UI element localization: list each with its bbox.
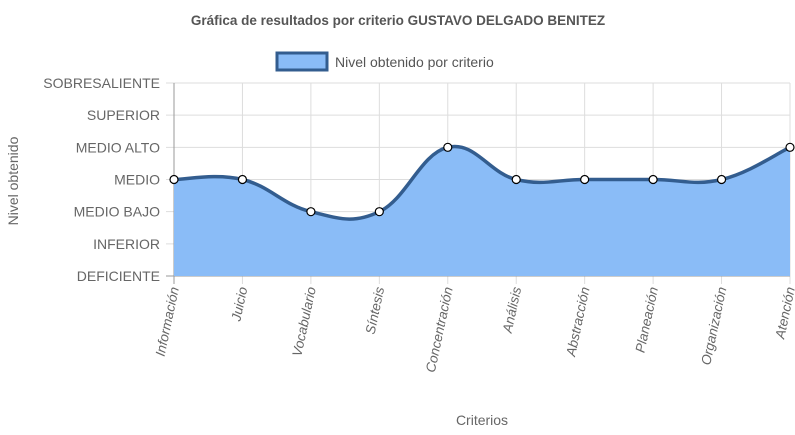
data-point[interactable] xyxy=(443,142,453,152)
y-tick-label: DEFICIENTE xyxy=(77,268,160,284)
data-point[interactable] xyxy=(511,174,521,185)
y-tick-label: MEDIO xyxy=(114,172,160,188)
x-tick-label: Organización xyxy=(698,286,729,367)
x-tick-label: Información xyxy=(153,286,182,358)
x-tick-label: Juicio xyxy=(228,285,250,323)
y-axis-ticks: DEFICIENTE INFERIOR MEDIO BAJO MEDIO MEDIO A… xyxy=(43,75,160,284)
x-axis-ticks: Información Juicio Vocabulario Síntesis Conc… xyxy=(153,285,795,374)
data-point[interactable] xyxy=(169,174,179,185)
y-tick-label: SUPERIOR xyxy=(87,107,160,123)
y-tick-label: MEDIO ALTO xyxy=(76,139,160,155)
data-point[interactable] xyxy=(648,174,658,185)
series-fill xyxy=(174,146,790,276)
x-tick-label: Síntesis xyxy=(363,285,388,335)
data-point[interactable] xyxy=(306,207,316,217)
legend[interactable]: Nivel obtenido por criterio xyxy=(275,51,494,72)
data-point[interactable] xyxy=(237,174,248,185)
x-tick-label: Abstracción xyxy=(563,286,593,359)
series-area xyxy=(173,144,791,276)
data-point[interactable] xyxy=(374,207,384,217)
chart-title: Gráfica de resultados por criterio GUSTA… xyxy=(191,13,605,28)
data-point[interactable] xyxy=(785,142,795,152)
x-tick-label: Análisis xyxy=(500,285,525,335)
data-point[interactable] xyxy=(580,174,590,185)
data-point[interactable] xyxy=(716,174,727,185)
y-tick-label: MEDIO BAJO xyxy=(74,204,160,220)
legend-swatch xyxy=(275,51,329,72)
series-line xyxy=(173,144,791,221)
y-axis-title: Nivel obtenido xyxy=(5,136,21,225)
x-tick-label: Atención xyxy=(772,286,795,341)
data-points xyxy=(169,142,795,217)
x-axis-title: Criterios xyxy=(456,412,508,428)
x-tick-label: Vocabulario xyxy=(289,285,318,358)
x-tick-label: Concentración xyxy=(423,286,456,374)
y-tick-label: INFERIOR xyxy=(93,236,160,252)
x-tick-label: Planeación xyxy=(632,286,661,354)
legend-label: Nivel obtenido por criterio xyxy=(335,54,494,70)
y-tick-label: SOBRESALIENTE xyxy=(43,75,160,91)
